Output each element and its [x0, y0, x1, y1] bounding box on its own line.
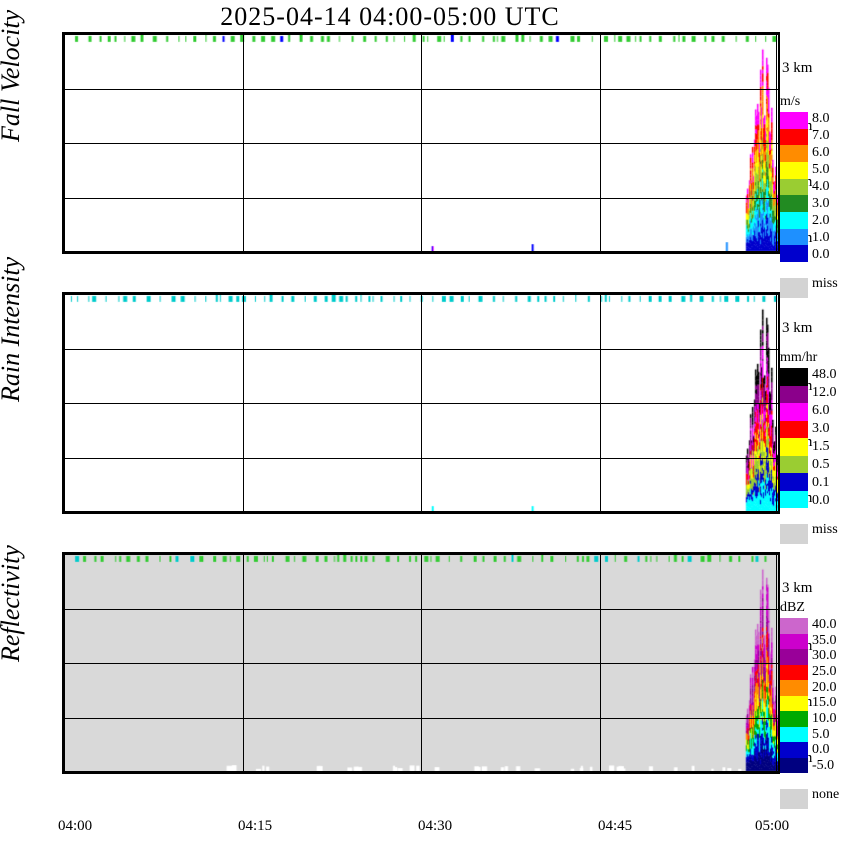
xtick-0400: 04:00	[58, 818, 92, 835]
ytick-fv-3km: 3 km	[782, 60, 812, 77]
chart-title: 2025-04-14 04:00-05:00 UTC	[0, 2, 780, 32]
xtick-0500: 05:00	[755, 818, 789, 835]
xtick-0445: 04:45	[598, 818, 632, 835]
legend-rain-intensity: mm/hr 48.0 12.0 6.0 3.0 1.5 0.5 0.1 0.	[780, 350, 850, 544]
ri-legend-missing-swatch	[780, 524, 808, 544]
rf-legend-colorbar	[780, 618, 808, 773]
xtick-0415: 04:15	[238, 818, 272, 835]
panel-reflectivity: Reflectivity 3 km 2 km 1 km 0 km dBZ	[0, 552, 850, 808]
legend-fall-velocity: m/s 8.0 7.0 6.0 5.0 4.0 3.0 2.0	[780, 94, 850, 298]
fv-legend-labels: 8.0 7.0 6.0 5.0 4.0 3.0 2.0 1.0 0.0	[812, 112, 830, 262]
fv-legend-colorbar	[780, 112, 808, 262]
xtick-0430: 04:30	[418, 818, 452, 835]
ri-legend-labels: 48.0 12.0 6.0 3.0 1.5 0.5 0.1 0.0	[812, 368, 837, 508]
ylabel-fall-velocity: Fall Velocity	[0, 0, 26, 142]
ytick-rf-3km: 3 km	[782, 580, 812, 597]
reflectivity-plot-area[interactable]	[62, 552, 780, 774]
ylabel-rain-intensity: Rain Intensity	[0, 172, 26, 402]
rf-legend-labels: 40.0 35.0 30.0 25.0 20.0 15.0 10.0 5.0 0…	[812, 618, 837, 773]
legend-reflectivity: dBZ 40.0 35.0 30.0 25.0 20.0 15.0	[780, 600, 850, 809]
ylabel-reflectivity: Reflectivity	[0, 432, 26, 662]
panel-rain-intensity: Rain Intensity 3 km 2 km 1 km 0 km mm/hr	[0, 292, 850, 548]
rf-legend-missing-swatch	[780, 789, 808, 809]
panel-fall-velocity: Fall Velocity 3 km 2 km 1 km 0 km m/s	[0, 32, 850, 288]
ytick-ri-3km: 3 km	[782, 320, 812, 337]
ri-legend-colorbar	[780, 368, 808, 508]
rain-intensity-plot-area[interactable]	[62, 292, 780, 514]
fall-velocity-plot-area[interactable]	[62, 32, 780, 254]
